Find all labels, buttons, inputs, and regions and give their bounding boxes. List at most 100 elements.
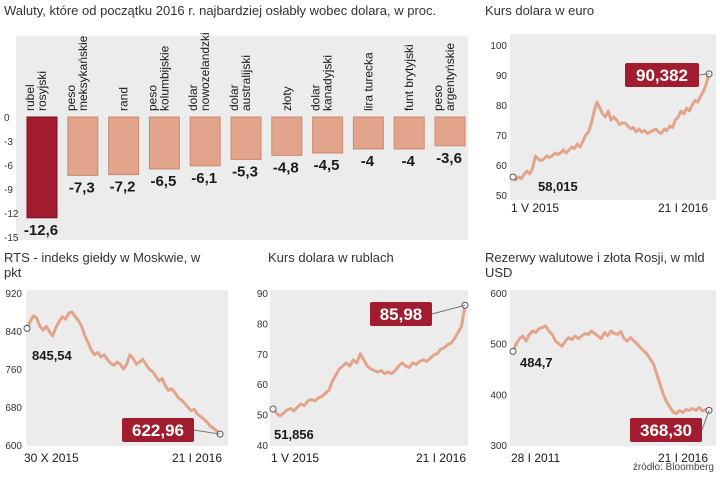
x-start-label: 1 V 2015 xyxy=(271,451,319,465)
last-value-label: 368,30 xyxy=(640,421,692,440)
y-tick-label: 760 xyxy=(5,365,22,376)
bar-value-label: -4 xyxy=(361,153,375,170)
y-tick-label: 60 xyxy=(496,161,508,172)
bar xyxy=(312,116,344,154)
category-label: złoty xyxy=(280,86,294,111)
rub-chart-title: Kurs dolara w rublach xyxy=(268,250,394,265)
bar-value-label: -5,3 xyxy=(232,163,258,180)
bar xyxy=(352,116,384,150)
first-value-label: 51,856 xyxy=(274,427,314,442)
last-value-leader xyxy=(431,304,466,315)
y-tick-label: 840 xyxy=(5,327,22,338)
y-tick-label: -3 xyxy=(4,137,13,148)
y-tick-label: 80 xyxy=(257,319,269,330)
bar xyxy=(148,116,180,170)
y-tick-label: 680 xyxy=(5,403,22,414)
x-start-label: 1 V 2015 xyxy=(511,201,559,215)
last-value-leader xyxy=(193,429,221,435)
y-tick-label: 50 xyxy=(257,411,269,422)
bar xyxy=(26,116,58,219)
category-label: pesomeksykańskie xyxy=(64,35,90,111)
reserves-chart-title: Rezerwy walutowe i złota Rosji, w mld US… xyxy=(485,250,705,280)
x-end-label: 21 I 2016 xyxy=(658,201,708,215)
last-value-leader xyxy=(698,73,710,76)
last-value-label: 90,382 xyxy=(636,66,688,85)
bar-chart-title: Waluty, które od początku 2016 r. najbar… xyxy=(4,3,437,18)
series-line xyxy=(271,304,467,418)
y-tick-label: -9 xyxy=(4,185,13,196)
category-label: funt brytyjski xyxy=(402,44,416,111)
first-value-label: 845,54 xyxy=(32,348,73,363)
y-tick-label: 80 xyxy=(496,101,508,112)
last-value-label: 622,96 xyxy=(132,421,184,440)
start-point xyxy=(509,347,517,355)
first-value-label: 58,015 xyxy=(538,179,578,194)
y-tick-label: 90 xyxy=(496,71,508,82)
last-value-leader xyxy=(701,410,710,431)
bar-value-label: -4,5 xyxy=(314,157,340,174)
source-note: źródło: Bloomberg xyxy=(632,462,714,473)
y-tick-label: 920 xyxy=(5,289,22,300)
bar-value-label: -7,2 xyxy=(110,179,136,196)
x-end-label: 21 I 2016 xyxy=(658,451,708,465)
series-line xyxy=(511,73,711,182)
bar xyxy=(189,116,221,167)
y-tick-label: 70 xyxy=(496,131,508,142)
bar xyxy=(67,116,99,176)
x-end-label: 21 I 2016 xyxy=(416,451,466,465)
bar-value-label: -6,1 xyxy=(191,170,217,187)
start-point xyxy=(269,405,277,413)
bar xyxy=(271,116,303,156)
x-end-label: 21 I 2016 xyxy=(172,451,222,465)
x-start-label: 30 X 2015 xyxy=(24,451,79,465)
bar-value-label: -12,6 xyxy=(24,222,58,239)
category-label: pesokolumbijskie xyxy=(145,45,171,111)
category-label: rand xyxy=(117,87,131,111)
y-tick-label: 70 xyxy=(257,350,269,361)
series-line xyxy=(511,324,710,416)
y-tick-label: 50 xyxy=(496,191,508,202)
category-label: dolaraustralijski xyxy=(227,55,253,111)
y-tick-label: 0 xyxy=(4,113,10,124)
last-value-box xyxy=(370,302,432,326)
y-tick-label: -12 xyxy=(4,209,19,220)
bar-value-label: -4,8 xyxy=(273,159,299,176)
y-tick-label: 100 xyxy=(490,41,507,52)
bar-chart: 0 -3 -6 -9 -12 -15 -12,6 rubelrosyjski -7,3 pesom… xyxy=(4,32,466,244)
bar xyxy=(434,116,466,147)
series-line xyxy=(25,310,222,436)
bar-value-label: -4 xyxy=(402,153,416,170)
rts-chart-title: RTS - indeks giełdy w Moskwie, w pkt xyxy=(4,250,201,280)
y-tick-label: 60 xyxy=(257,380,269,391)
bar xyxy=(393,116,425,150)
category-label: dolarnowozelandzki xyxy=(186,32,212,111)
last-value-box xyxy=(122,418,194,442)
bar-value-label: -7,3 xyxy=(69,179,95,196)
bar xyxy=(108,116,140,176)
start-point xyxy=(509,173,517,181)
y-tick-label: -15 xyxy=(4,233,19,244)
y-tick-label: 400 xyxy=(490,390,507,401)
last-value-box xyxy=(630,418,702,442)
y-tick-label: 500 xyxy=(490,340,507,351)
category-label: lira turecka xyxy=(361,52,375,111)
y-tick-label: 600 xyxy=(490,289,507,300)
category-label: pesoargentyńskie xyxy=(431,43,457,111)
eur-chart-title: Kurs dolara w euro xyxy=(485,3,595,18)
category-label: rubelrosyjski xyxy=(23,71,49,111)
y-tick-label: -6 xyxy=(4,161,13,172)
y-tick-label: 40 xyxy=(257,441,269,452)
bar-value-label: -3,6 xyxy=(436,150,462,167)
y-tick-label: 90 xyxy=(257,289,269,300)
last-value-label: 85,98 xyxy=(380,305,423,324)
start-point xyxy=(23,324,31,332)
bar xyxy=(230,116,262,160)
first-value-label: 484,7 xyxy=(520,355,553,370)
category-label: dolarkanadyjski xyxy=(309,55,335,111)
y-tick-label: 300 xyxy=(490,441,507,452)
last-value-box xyxy=(625,63,699,87)
